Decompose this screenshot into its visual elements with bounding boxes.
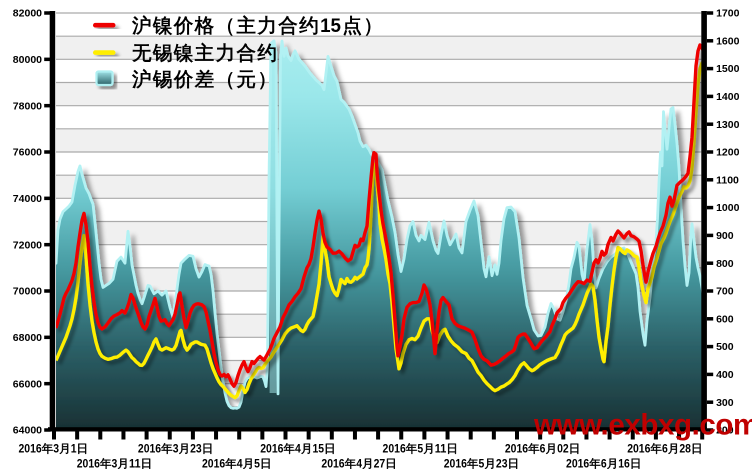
svg-text:82000: 82000	[13, 8, 42, 20]
svg-text:66000: 66000	[13, 378, 42, 390]
svg-text:1100: 1100	[716, 174, 739, 186]
svg-text:www.exbxg.com: www.exbxg.com	[533, 409, 752, 442]
svg-text:1700: 1700	[716, 8, 740, 20]
svg-text:2016: 2016	[383, 443, 407, 456]
svg-text:2016: 2016	[627, 443, 651, 456]
svg-text:2016: 2016	[444, 458, 468, 469]
svg-text:3: 3	[53, 443, 59, 456]
svg-text:6: 6	[601, 458, 607, 469]
svg-text:1500: 1500	[716, 63, 740, 75]
svg-text:1300: 1300	[716, 119, 740, 131]
svg-text:11: 11	[129, 458, 141, 469]
svg-text:300: 300	[716, 397, 734, 409]
svg-text:74000: 74000	[13, 193, 42, 205]
svg-text:2016: 2016	[77, 458, 101, 469]
svg-text:6: 6	[662, 443, 668, 456]
svg-text:500: 500	[716, 341, 734, 353]
svg-text:4: 4	[295, 443, 301, 456]
svg-text:2016: 2016	[566, 458, 590, 469]
svg-text:800: 800	[716, 258, 734, 270]
svg-text:1: 1	[71, 443, 77, 456]
svg-text:02: 02	[557, 443, 569, 456]
svg-text:2016: 2016	[260, 443, 284, 456]
svg-text:4: 4	[356, 458, 362, 469]
svg-text:3: 3	[112, 458, 118, 469]
svg-text:700: 700	[716, 286, 734, 298]
svg-text:1200: 1200	[716, 147, 740, 159]
svg-text:5: 5	[479, 458, 485, 469]
svg-text:11: 11	[435, 443, 447, 456]
svg-text:2016: 2016	[505, 443, 529, 456]
svg-text:2016: 2016	[202, 458, 226, 469]
svg-text:16: 16	[618, 458, 630, 469]
svg-text:76000: 76000	[13, 147, 42, 159]
svg-text:1000: 1000	[716, 202, 740, 214]
svg-text:64000: 64000	[13, 425, 42, 437]
svg-text:80000: 80000	[13, 54, 42, 66]
svg-text:5: 5	[417, 443, 423, 456]
svg-text:70000: 70000	[13, 286, 42, 298]
svg-text:5: 5	[254, 458, 260, 469]
svg-text:200: 200	[716, 425, 734, 437]
svg-text:1600: 1600	[716, 35, 740, 47]
svg-text:600: 600	[716, 313, 734, 325]
svg-text:400: 400	[716, 369, 734, 381]
svg-text:28: 28	[679, 443, 691, 456]
svg-text:1400: 1400	[716, 91, 740, 103]
svg-text:4: 4	[237, 458, 243, 469]
svg-text:15: 15	[312, 443, 324, 456]
svg-text:27: 27	[374, 458, 386, 469]
svg-text:2016: 2016	[138, 443, 162, 456]
svg-text:15: 15	[320, 15, 341, 37]
svg-text:3: 3	[173, 443, 179, 456]
svg-text:2016: 2016	[19, 443, 43, 456]
svg-text:23: 23	[190, 443, 202, 456]
svg-text:68000: 68000	[13, 332, 42, 344]
svg-text:78000: 78000	[13, 100, 42, 112]
svg-text:900: 900	[716, 230, 734, 242]
svg-text:72000: 72000	[13, 239, 42, 251]
svg-text:6: 6	[540, 443, 546, 456]
svg-text:2016: 2016	[321, 458, 345, 469]
svg-text:23: 23	[496, 458, 508, 469]
